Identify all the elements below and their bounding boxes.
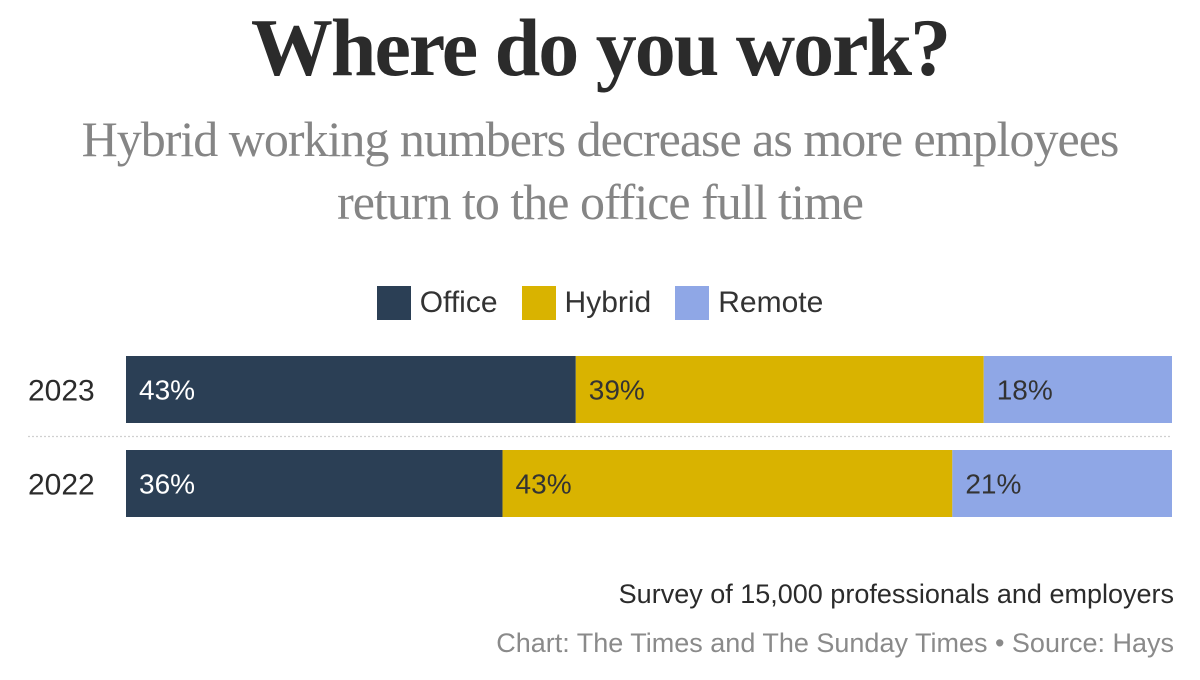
legend-label-office: Office [419,286,498,319]
data-label-office-2023: 43% [139,375,195,406]
legend-item-remote: Remote [675,286,823,320]
source-credit: Chart: The Times and The Sunday Times • … [496,628,1174,658]
category-label-2023: 2023 [28,375,95,408]
legend-swatch-hybrid [521,286,556,320]
data-label-office-2022: 36% [139,469,195,500]
data-label-hybrid-2022: 43% [516,469,572,500]
bar-remote-2023 [983,356,1172,423]
chart-title: Where do you work? [250,2,951,93]
legend-swatch-remote [675,286,710,320]
bar-hybrid-2022 [502,450,953,517]
bar-office-2023 [126,356,576,423]
data-label-hybrid-2023: 39% [589,375,645,406]
survey-note: Survey of 15,000 professionals and emplo… [618,579,1174,609]
legend-item-office: Office [376,286,498,320]
legend-label-remote: Remote [718,286,824,319]
chart-subtitle: Hybrid working numbers decrease as more … [81,111,1120,230]
data-label-remote-2022: 21% [965,469,1021,500]
bar-remote-2022 [952,450,1172,517]
bar-hybrid-2023 [575,356,984,423]
data-label-remote-2023: 18% [997,375,1053,406]
legend-swatch-office [376,286,411,320]
legend-item-hybrid: Hybrid [521,286,652,320]
legend-label-hybrid: Hybrid [564,286,652,319]
legend: Office Hybrid Remote [0,286,1200,320]
category-label-2022: 2022 [28,469,95,502]
bar-office-2022 [126,450,503,517]
